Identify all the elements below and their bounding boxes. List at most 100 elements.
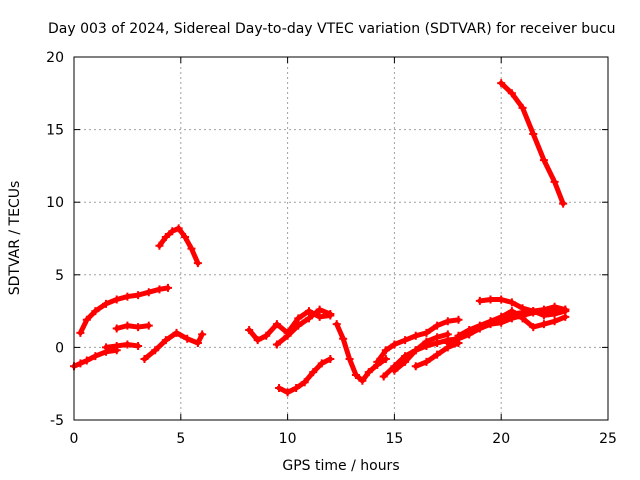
data-point (529, 307, 538, 316)
data-point (253, 336, 262, 345)
data-point (123, 292, 132, 301)
data-point (379, 372, 388, 381)
series-track-19 (497, 79, 568, 208)
data-point (168, 227, 177, 236)
data-point (315, 312, 324, 321)
data-point (332, 320, 341, 329)
data-point (529, 129, 538, 138)
data-point (82, 356, 91, 365)
series-trace (103, 341, 141, 350)
data-point (433, 350, 442, 359)
data-point (539, 320, 548, 329)
data-point (475, 321, 484, 330)
x-tick-label: 0 (70, 431, 79, 447)
data-point (529, 323, 538, 332)
chart-title: Day 003 of 2024, Sidereal Day-to-day VTE… (48, 21, 616, 37)
data-point (381, 355, 390, 364)
series-track-6 (155, 224, 202, 268)
data-point (275, 384, 284, 393)
x-tick-label: 25 (599, 431, 617, 447)
series-track-2 (76, 283, 172, 337)
data-point (507, 298, 516, 307)
data-point (539, 311, 548, 320)
x-tick-label: 20 (492, 431, 510, 447)
data-point (433, 321, 442, 330)
data-point (283, 388, 292, 397)
data-point (497, 79, 506, 88)
data-point (539, 156, 548, 165)
data-point (304, 314, 313, 323)
data-point (411, 331, 420, 340)
series-track-17 (475, 295, 570, 320)
data-point (561, 312, 570, 321)
data-point (155, 241, 164, 250)
data-point (381, 346, 390, 355)
data-point (486, 295, 495, 304)
data-point (134, 291, 143, 300)
data-point (245, 325, 254, 334)
data-point (390, 366, 399, 375)
data-point (422, 357, 431, 366)
x-tick-label: 15 (385, 431, 403, 447)
data-point (174, 224, 183, 233)
data-point (497, 295, 506, 304)
data-point (550, 302, 559, 311)
data-point (339, 334, 348, 343)
data-point (345, 355, 354, 364)
data-point (411, 362, 420, 371)
series-track-11 (373, 315, 463, 366)
data-point (76, 359, 85, 368)
series-track-8 (272, 305, 335, 349)
y-tick-label: 0 (55, 340, 64, 356)
data-point (134, 323, 143, 332)
data-point (140, 355, 149, 364)
y-tick-label: 10 (46, 195, 64, 211)
data-point (123, 321, 132, 330)
data-point (358, 376, 367, 385)
data-point (198, 330, 207, 339)
series-track-3 (102, 340, 143, 352)
data-point (454, 315, 463, 324)
data-point (91, 352, 100, 361)
data-point (183, 334, 192, 343)
data-point (294, 314, 303, 323)
data-point (123, 340, 132, 349)
plot-frame (73, 56, 609, 421)
data-point (144, 321, 153, 330)
data-point (300, 378, 309, 387)
data-point (559, 199, 568, 208)
data-point (304, 307, 313, 316)
data-point (401, 336, 410, 345)
y-tick-label: 15 (46, 123, 64, 139)
data-point (134, 341, 143, 350)
y-axis-label: SDTVAR / TECUs (7, 181, 23, 296)
data-point (102, 299, 111, 308)
series-track-5 (140, 328, 207, 364)
data-point (443, 317, 452, 326)
y-tick-label: 5 (55, 268, 64, 284)
data-point (422, 328, 431, 337)
data-point (262, 331, 271, 340)
data-points (70, 79, 570, 397)
data-point (309, 368, 318, 377)
data-point (272, 320, 281, 329)
data-point (161, 233, 170, 242)
series-track-18 (486, 307, 570, 332)
data-point (351, 370, 360, 379)
data-point (112, 341, 121, 350)
data-point (144, 288, 153, 297)
data-point (401, 357, 410, 366)
data-point (364, 368, 373, 377)
data-point (518, 314, 527, 323)
data-point (112, 295, 121, 304)
series-track-9 (275, 355, 335, 397)
y-tick-label: 20 (46, 50, 64, 66)
data-point (486, 317, 495, 326)
data-point (390, 340, 399, 349)
data-point (193, 339, 202, 348)
data-point (82, 315, 91, 324)
data-point (326, 355, 335, 364)
data-point (76, 328, 85, 337)
